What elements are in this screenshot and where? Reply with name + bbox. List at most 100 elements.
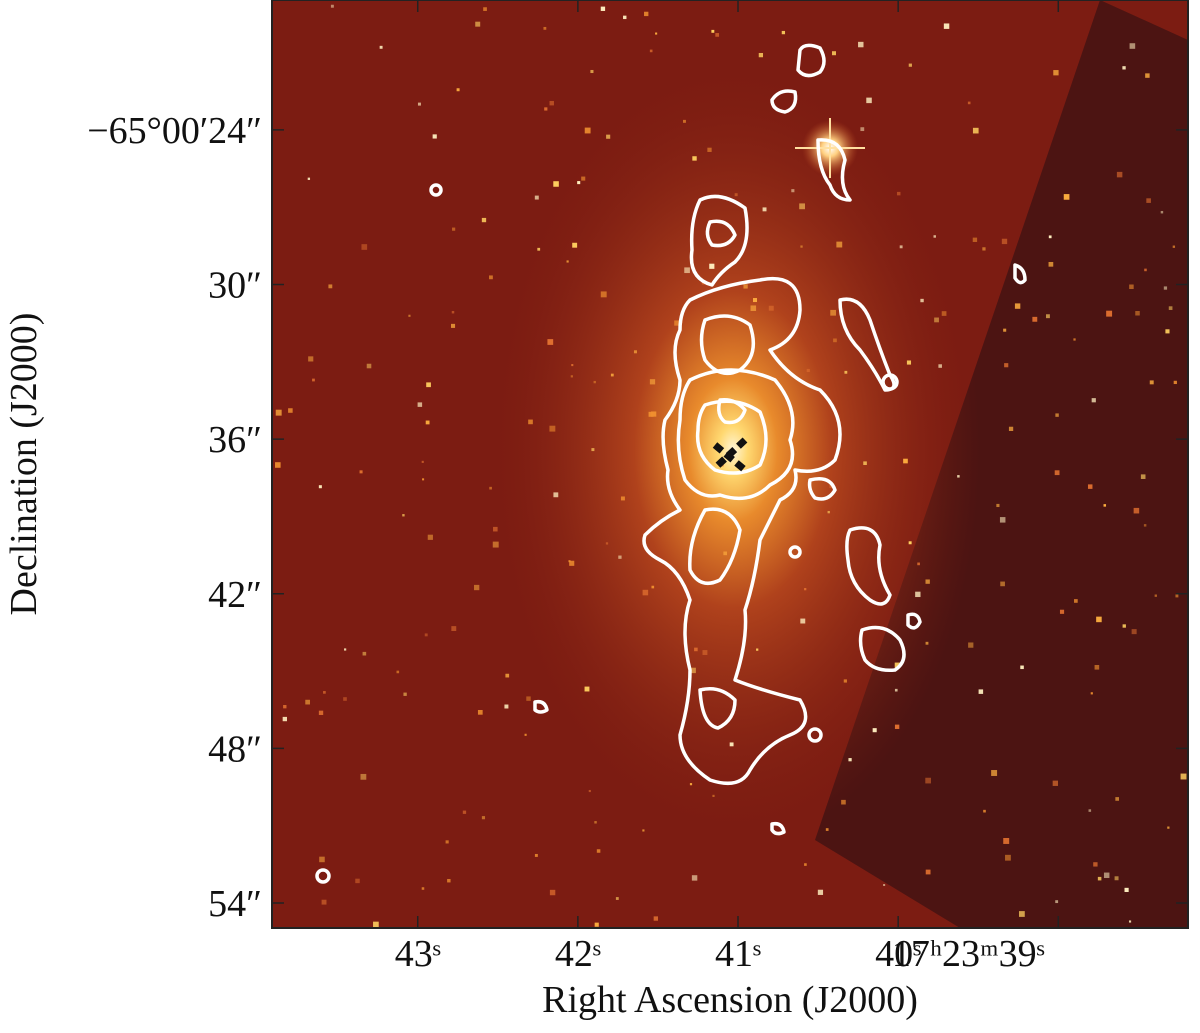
noise-pixel (594, 922, 599, 927)
noise-pixel (817, 889, 824, 895)
noise-pixel (894, 662, 900, 668)
noise-pixel (707, 147, 712, 152)
noise-pixel (584, 127, 591, 134)
noise-pixel (594, 821, 597, 824)
noise-pixel (481, 816, 486, 820)
noise-pixel (537, 247, 541, 251)
noise-pixel (451, 626, 457, 632)
noise-pixel (474, 584, 480, 591)
noise-pixel (1093, 862, 1098, 867)
noise-pixel (715, 33, 720, 37)
noise-pixel (917, 562, 920, 566)
noise-pixel (1154, 594, 1157, 597)
noise-pixel (417, 102, 421, 106)
noise-pixel (858, 41, 864, 48)
noise-pixel (674, 320, 680, 326)
noise-pixel (799, 203, 806, 210)
noise-pixel (432, 134, 437, 139)
noise-pixel (968, 642, 974, 648)
nucleus-marker (712, 437, 748, 473)
noise-pixel (481, 217, 487, 223)
noise-pixel (445, 840, 449, 844)
noise-pixel (804, 863, 807, 866)
noise-pixel (1048, 235, 1052, 239)
noise-pixel (1097, 876, 1102, 881)
x-tick-label: 40ˢ (875, 933, 921, 975)
noise-pixel (702, 650, 708, 655)
noise-pixel (591, 448, 595, 452)
noise-pixel (544, 107, 548, 111)
noise-pixel (978, 689, 984, 694)
noise-pixel (806, 368, 810, 373)
plot-frame (271, 0, 1189, 929)
noise-pixel (752, 298, 758, 303)
noise-pixel (577, 181, 581, 185)
noise-pixel (925, 869, 931, 875)
noise-pixel (493, 526, 498, 532)
noise-pixel (711, 29, 715, 33)
noise-pixel (830, 309, 836, 316)
noise-pixel (943, 23, 950, 29)
noise-pixel (653, 916, 658, 921)
noise-pixel (610, 373, 614, 377)
y-tick-label: 54″ (208, 883, 262, 925)
noise-pixel (690, 667, 696, 674)
noise-pixel (1059, 609, 1065, 614)
noise-pixel (623, 15, 627, 20)
noise-pixel (967, 101, 971, 105)
y-tick-label: −65°00′24″ (87, 110, 262, 152)
noise-pixel (1005, 854, 1011, 861)
noise-pixel (275, 462, 281, 468)
noise-pixel (593, 380, 596, 384)
noise-pixel (999, 517, 1006, 523)
noise-pixel (1114, 876, 1119, 881)
noise-pixel (925, 777, 931, 784)
x-tick-label: 43ˢ (395, 933, 441, 975)
noise-pixel (425, 420, 430, 425)
noise-pixel (1172, 245, 1176, 248)
x-tick-label: 42ˢ (555, 933, 601, 975)
noise-pixel (605, 542, 609, 545)
noise-pixel (648, 411, 654, 417)
noise-pixel (1074, 599, 1078, 603)
noise-pixel (526, 696, 531, 701)
noise-pixel (734, 193, 738, 197)
image (272, 0, 1188, 928)
noise-pixel (908, 63, 912, 67)
noise-pixel (1020, 665, 1024, 670)
noise-pixel (906, 360, 912, 365)
noise-pixel (866, 97, 872, 104)
noise-pixel (489, 275, 493, 280)
noise-pixel (426, 382, 431, 388)
noise-pixel (600, 6, 606, 11)
noise-pixel (1096, 616, 1102, 623)
noise-pixel (836, 241, 843, 248)
noise-pixel (543, 26, 547, 30)
noise-pixel (692, 156, 697, 161)
noise-pixel (791, 189, 795, 193)
noise-pixel (768, 305, 774, 311)
noise-pixel (275, 409, 282, 416)
noise-pixel (896, 191, 901, 196)
noise-pixel (1143, 524, 1147, 527)
noise-pixel (427, 534, 433, 540)
noise-pixel (1091, 398, 1096, 403)
noise-pixel (328, 284, 333, 289)
noise-pixel (920, 298, 924, 303)
noise-pixel (596, 849, 601, 853)
noise-pixel (422, 478, 425, 481)
noise-pixel (505, 673, 510, 678)
noise-pixel (402, 514, 405, 517)
noise-pixel (403, 692, 407, 696)
noise-pixel (1073, 338, 1076, 341)
noise-pixel (1048, 261, 1054, 267)
noise-pixel (283, 705, 287, 709)
noise-pixel (908, 541, 912, 545)
noise-pixel (379, 45, 383, 49)
noise-pixel (689, 783, 693, 786)
noise-pixel (825, 828, 829, 831)
noise-pixel (827, 510, 830, 514)
noise-pixel (396, 670, 400, 674)
noise-pixel (606, 134, 611, 139)
noise-pixel (588, 789, 591, 793)
